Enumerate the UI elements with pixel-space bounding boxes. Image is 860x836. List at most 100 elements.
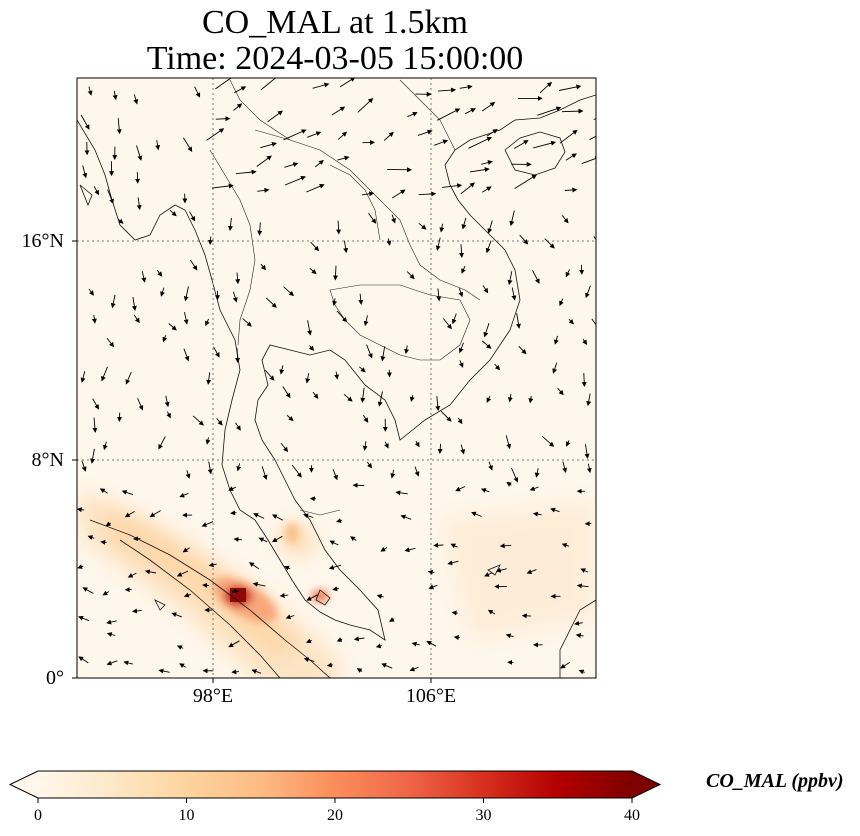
wind-arrow (457, 417, 463, 425)
wind-arrow (333, 265, 338, 281)
wind-arrow (404, 547, 416, 553)
wind-arrow (360, 387, 366, 403)
colorbar-tick-label: 10 (178, 807, 195, 824)
wind-arrow (136, 145, 143, 161)
wind-arrow (176, 645, 184, 650)
wind-arrow (168, 323, 177, 331)
wind-arrow (353, 636, 365, 642)
wind-arrow (110, 294, 116, 309)
wind-arrow (284, 565, 291, 571)
wind-arrow (206, 372, 212, 385)
wind-arrow (171, 612, 182, 618)
wind-arrow (93, 186, 99, 196)
wind-arrow (391, 214, 396, 224)
wind-arrow (435, 237, 441, 251)
wind-arrow (366, 461, 373, 469)
wind-arrow (511, 467, 519, 483)
wind-arrow (137, 398, 144, 411)
wind-arrow (358, 293, 364, 305)
wind-arrow (201, 521, 214, 527)
wind-arrow (585, 285, 591, 299)
wind-arrow (207, 461, 213, 475)
wind-arrow (312, 82, 330, 89)
wind-arrow (80, 371, 86, 383)
wind-arrow (131, 296, 137, 311)
wind-arrow (88, 288, 95, 296)
wind-arrow (459, 84, 473, 90)
wind-arrow (383, 131, 394, 141)
wind-arrow (482, 285, 489, 294)
wind-arrow (99, 488, 108, 494)
wind-arrow (564, 187, 578, 193)
wind-arrow (166, 411, 171, 419)
wind-arrow (451, 313, 457, 325)
wind-arrow (488, 461, 493, 471)
wind-arrow (117, 218, 124, 224)
wind-arrow (514, 174, 537, 189)
wind-arrow (279, 365, 285, 375)
wind-arrow (539, 81, 553, 94)
wind-arrow (468, 136, 493, 149)
wind-arrow (329, 540, 339, 546)
wind-arrow (460, 444, 466, 455)
wind-arrow (310, 241, 320, 252)
wind-arrow (386, 238, 392, 246)
wind-arrow (529, 486, 539, 491)
wind-arrow (105, 521, 112, 527)
wind-arrow (511, 287, 517, 301)
wind-arrow (359, 366, 366, 373)
wind-arrow (125, 371, 132, 385)
lat-tick-label: 0° (46, 667, 64, 689)
wind-arrow (458, 360, 464, 368)
colorbar (8, 770, 662, 803)
colorbar-body (38, 771, 632, 798)
wind-arrow (409, 666, 419, 672)
wind-arrow (235, 169, 257, 175)
wind-arrow (280, 442, 289, 453)
wind-arrow (306, 594, 318, 601)
wind-arrow (377, 391, 383, 407)
wind-arrow (106, 619, 117, 625)
wind-arrow (282, 386, 291, 399)
lon-tick-label: 106°E (405, 685, 457, 707)
map-frame (76, 77, 597, 679)
map-timestamp: Time: 2024-03-05 15:00:00 (146, 40, 524, 77)
lat-tick-label: 8°N (31, 449, 64, 471)
wind-arrow (260, 263, 267, 271)
wind-arrow (286, 415, 294, 422)
wind-arrow (183, 348, 190, 362)
wind-arrow (533, 140, 557, 149)
wind-arrow (149, 510, 161, 518)
wind-arrow (208, 562, 217, 568)
wind-arrow (557, 387, 564, 396)
wind-arrow (581, 373, 587, 387)
wind-arrow (257, 187, 270, 193)
wind-arrow (265, 297, 277, 308)
wind-arrow (326, 662, 333, 668)
wind-arrow (235, 422, 241, 431)
wind-arrow (339, 78, 356, 88)
wind-arrow (404, 345, 410, 355)
wind-arrow (486, 395, 492, 403)
wind-arrow (260, 78, 281, 91)
wind-arrow (176, 570, 189, 577)
wind-arrow (100, 539, 107, 545)
wind-arrow (481, 102, 496, 112)
wind-arrow (464, 108, 476, 115)
wind-arrow (343, 240, 349, 254)
wind-arrow (216, 418, 223, 426)
wind-arrow (81, 460, 87, 472)
wind-arrow (205, 318, 210, 327)
wind-arrow (232, 291, 238, 303)
wind-arrow (256, 155, 272, 167)
wind-arrow (589, 135, 596, 141)
wind-arrow (331, 106, 346, 116)
wind-arrow (179, 492, 189, 498)
wind-arrow (350, 536, 357, 542)
wind-arrow (565, 440, 571, 447)
wind-arrow (233, 536, 242, 542)
wind-arrow (121, 490, 134, 496)
wind-arrow (481, 340, 492, 349)
wind-arrow (455, 486, 466, 492)
co-field (77, 78, 596, 678)
